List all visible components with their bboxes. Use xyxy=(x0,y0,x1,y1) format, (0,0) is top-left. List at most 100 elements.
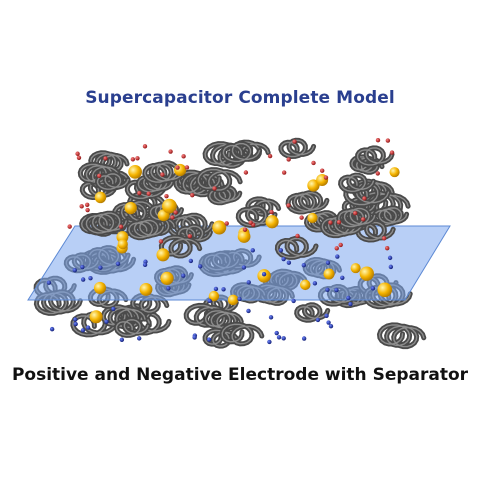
carbon-coil-highlight xyxy=(204,329,238,347)
cation xyxy=(315,317,321,323)
cation xyxy=(104,319,109,324)
solvent-ion xyxy=(227,294,239,306)
solvent-ion xyxy=(124,201,137,215)
cation xyxy=(206,337,212,342)
carbon-coil-highlight xyxy=(204,310,242,330)
carbon-coil-highlight xyxy=(85,212,127,234)
anion xyxy=(267,153,273,159)
anion xyxy=(142,144,148,149)
solvent-ion xyxy=(323,268,335,280)
anion xyxy=(173,210,178,215)
carbon-coil-highlight xyxy=(208,186,241,204)
anion xyxy=(385,138,391,143)
cation xyxy=(98,265,103,270)
anion xyxy=(190,192,195,198)
cation xyxy=(80,328,86,333)
cation xyxy=(246,280,251,285)
solvent-ion xyxy=(156,248,170,262)
cation xyxy=(241,265,247,270)
cation xyxy=(181,273,186,278)
cation xyxy=(291,298,296,304)
solvent-ion xyxy=(89,310,103,324)
cation xyxy=(312,281,318,286)
anion xyxy=(243,170,249,175)
solvent-ion xyxy=(389,167,400,178)
anion xyxy=(286,203,291,208)
cation xyxy=(115,261,121,267)
anion xyxy=(170,215,175,220)
anion xyxy=(381,236,387,241)
cation xyxy=(301,336,307,341)
anion xyxy=(311,160,316,166)
anion xyxy=(353,211,358,216)
solvent-ion xyxy=(117,239,128,250)
anion xyxy=(212,186,217,191)
anion xyxy=(67,224,72,229)
solvent-ion xyxy=(93,281,107,294)
solvent-ion xyxy=(237,230,251,243)
cation xyxy=(72,267,77,273)
anion xyxy=(242,227,248,232)
anion xyxy=(76,155,82,160)
cation xyxy=(387,255,393,261)
carbon-coil-highlight xyxy=(102,306,146,329)
anion xyxy=(338,242,343,248)
solvent-ion xyxy=(94,191,107,204)
cation xyxy=(207,298,212,304)
solvent-ion xyxy=(350,263,361,274)
anion xyxy=(146,191,151,196)
cation xyxy=(261,271,267,277)
anion xyxy=(375,138,381,143)
carbon-coil-highlight xyxy=(295,304,329,321)
carbon-coil-highlight xyxy=(222,142,261,163)
anion xyxy=(164,193,169,199)
anion xyxy=(375,171,380,176)
cation xyxy=(278,248,284,253)
anion xyxy=(336,219,342,225)
cation xyxy=(328,323,334,329)
anion xyxy=(360,217,366,222)
carbon-coil-highlight xyxy=(356,147,393,166)
cation xyxy=(73,317,78,322)
carbon-coil-highlight xyxy=(175,171,223,196)
anion xyxy=(292,139,297,144)
cation xyxy=(49,326,55,332)
carbon-coil-highlight xyxy=(351,156,383,173)
cation xyxy=(221,287,226,292)
anion xyxy=(184,165,190,170)
carbon-coil-highlight xyxy=(90,152,128,172)
cation xyxy=(286,260,292,265)
anion xyxy=(334,246,339,251)
cation xyxy=(325,287,330,292)
cation xyxy=(73,321,78,327)
cation xyxy=(340,275,345,280)
cation xyxy=(85,325,91,330)
anion xyxy=(323,175,329,180)
anion xyxy=(96,173,102,178)
anion xyxy=(286,157,291,162)
anion xyxy=(281,170,287,175)
solvent-ion xyxy=(212,220,227,235)
anion xyxy=(135,156,140,161)
solvent-ion xyxy=(265,215,279,229)
cation xyxy=(246,308,251,314)
cation xyxy=(213,286,219,292)
cation xyxy=(119,337,125,342)
cation xyxy=(388,264,394,270)
cation xyxy=(80,277,86,282)
solvent-ion xyxy=(160,271,174,285)
cation xyxy=(346,295,351,301)
solvent-ion xyxy=(377,282,393,298)
cation xyxy=(268,315,274,320)
cation xyxy=(370,286,376,291)
cation xyxy=(88,276,93,281)
anion xyxy=(85,207,90,213)
carbon-coil-highlight xyxy=(35,291,81,315)
anion xyxy=(175,165,180,170)
cation xyxy=(188,258,194,264)
cation xyxy=(166,286,171,291)
cation xyxy=(136,336,142,341)
solvent-ion xyxy=(307,179,320,192)
carbon-coil-highlight xyxy=(237,206,276,227)
